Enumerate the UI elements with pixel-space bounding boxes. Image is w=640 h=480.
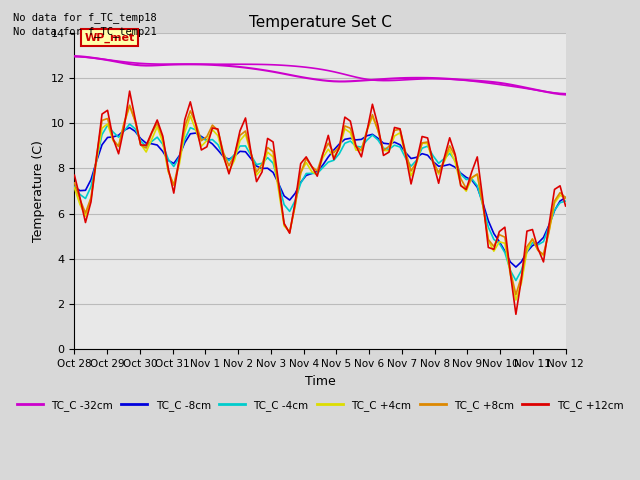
- Title: Temperature Set C: Temperature Set C: [248, 15, 392, 30]
- X-axis label: Time: Time: [305, 374, 335, 387]
- Legend: TC_C -32cm, TC_C -8cm, TC_C -4cm, TC_C +4cm, TC_C +8cm, TC_C +12cm: TC_C -32cm, TC_C -8cm, TC_C -4cm, TC_C +…: [13, 396, 627, 415]
- Text: No data for f_TC_temp18: No data for f_TC_temp18: [13, 12, 157, 23]
- Y-axis label: Temperature (C): Temperature (C): [32, 140, 45, 242]
- Text: WP_met: WP_met: [84, 33, 134, 43]
- Text: No data for f_TC_temp21: No data for f_TC_temp21: [13, 26, 157, 37]
